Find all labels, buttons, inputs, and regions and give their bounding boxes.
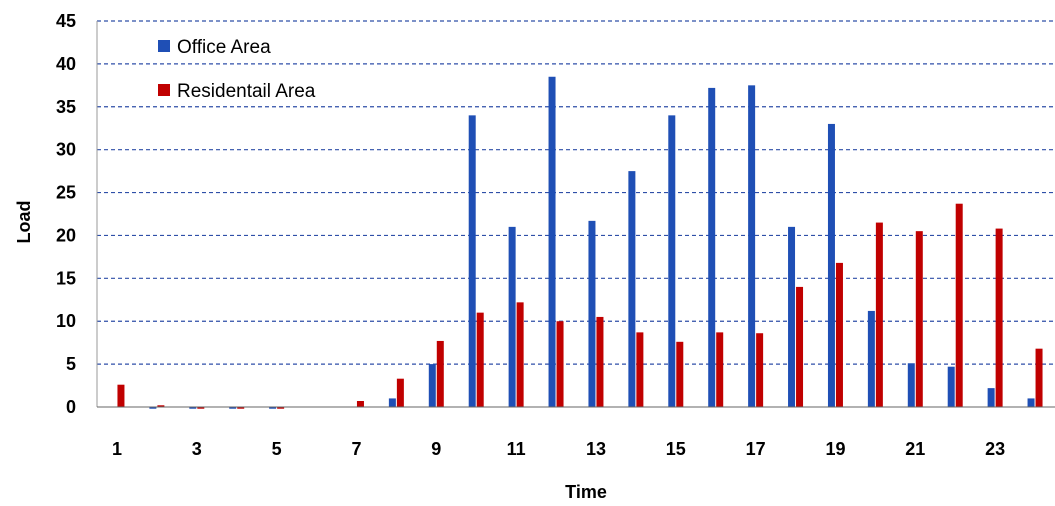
bar-office: [907, 363, 915, 407]
bar-office: [269, 407, 277, 409]
x-tick-label: 17: [746, 439, 766, 459]
bar-residential: [197, 407, 205, 409]
bar-office: [508, 226, 516, 407]
bar-office: [827, 123, 835, 407]
bars: [117, 76, 1043, 409]
y-tick-label: 20: [56, 225, 76, 245]
x-axis-title: Time: [565, 482, 607, 502]
bar-office: [149, 407, 157, 409]
x-tick-label: 3: [192, 439, 202, 459]
bar-office: [189, 407, 197, 409]
bar-office: [388, 398, 396, 407]
bar-residential: [676, 341, 684, 407]
x-tick-label: 1: [112, 439, 122, 459]
bar-residential: [716, 332, 724, 407]
bar-residential: [396, 378, 404, 407]
x-tick-label: 23: [985, 439, 1005, 459]
bar-office: [1027, 398, 1035, 407]
bar-office: [668, 115, 676, 407]
bar-residential: [117, 384, 125, 407]
axes: [96, 21, 1055, 408]
y-tick-label: 10: [56, 311, 76, 331]
bar-residential: [556, 321, 564, 407]
y-tick-label: 35: [56, 97, 76, 117]
x-tick-label: 19: [825, 439, 845, 459]
legend-swatch-office: [158, 40, 170, 52]
x-tick-label: 15: [666, 439, 686, 459]
legend-label-residential: Residentail Area: [177, 81, 316, 102]
bar-residential: [277, 407, 285, 409]
bar-office: [229, 407, 237, 409]
y-tick-label: 30: [56, 140, 76, 160]
legend: Office Area Residentail Area: [158, 37, 316, 102]
y-tick-label: 25: [56, 183, 76, 203]
bar-residential: [356, 400, 364, 407]
y-tick-label: 15: [56, 268, 76, 288]
legend-label-office: Office Area: [177, 37, 271, 58]
bar-residential: [596, 316, 604, 407]
x-tick-label: 9: [431, 439, 441, 459]
x-tick-label: 7: [351, 439, 361, 459]
bar-residential: [476, 312, 484, 407]
bar-office: [708, 87, 716, 407]
bar-residential: [756, 333, 764, 407]
y-tick-label: 40: [56, 54, 76, 74]
y-tick-label: 5: [66, 354, 76, 374]
bar-residential: [237, 407, 245, 409]
bar-office: [987, 388, 995, 407]
bar-office: [867, 310, 875, 407]
x-tick-label: 21: [905, 439, 925, 459]
bar-office: [947, 366, 955, 407]
y-tick-label: 0: [66, 397, 76, 417]
bar-office: [788, 226, 796, 407]
bar-residential: [636, 332, 644, 407]
bar-office: [548, 76, 556, 407]
bar-residential: [915, 231, 923, 407]
legend-swatch-residential: [158, 84, 170, 96]
x-tick-label: 13: [586, 439, 606, 459]
bar-office: [588, 220, 596, 407]
bar-residential: [436, 340, 444, 407]
bar-residential: [516, 302, 524, 407]
bar-office: [428, 364, 436, 407]
x-tick-label: 11: [507, 439, 526, 459]
bar-residential: [157, 405, 165, 407]
bar-residential: [1035, 348, 1043, 407]
bar-residential: [835, 262, 843, 407]
x-tick-label: 5: [272, 439, 282, 459]
bar-residential: [955, 203, 963, 407]
gridlines: [97, 20, 1055, 365]
bar-office: [748, 85, 756, 407]
bar-residential: [995, 228, 1003, 407]
bar-office: [468, 115, 476, 407]
bar-residential: [875, 222, 883, 407]
bar-office: [628, 171, 636, 407]
y-tick-label: 45: [56, 11, 76, 31]
bar-residential: [796, 286, 804, 407]
y-axis-title: Load: [14, 201, 34, 244]
